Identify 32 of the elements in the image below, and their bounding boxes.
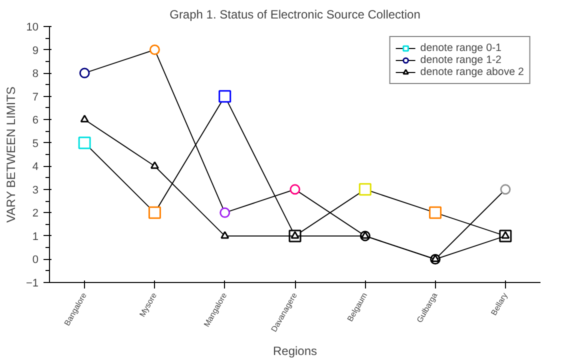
y-tick-label: 2: [32, 208, 39, 220]
legend-label: denote range 0-1: [420, 42, 502, 54]
y-tick-label: 1: [32, 230, 39, 243]
point: [148, 206, 161, 219]
point: [79, 68, 90, 78]
y-tick-label: 7: [32, 91, 39, 104]
point: [220, 207, 230, 218]
point: [149, 44, 160, 56]
legend-label: denote range above 2: [420, 66, 524, 78]
point: [220, 231, 230, 239]
y-tick-label: −1: [26, 278, 39, 290]
y-tick-label: 4: [32, 161, 39, 174]
y-tick-label: 3: [32, 184, 39, 196]
point: [358, 183, 372, 196]
y-tick-label: 10: [26, 22, 39, 34]
point: [360, 231, 370, 239]
chart-title: Graph 1. Status of Electronic Source Collection: [170, 8, 420, 22]
y-tick-label: 9: [32, 44, 39, 57]
point: [500, 184, 511, 195]
y-tick-label: 5: [32, 138, 39, 150]
point: [429, 206, 442, 219]
y-tick-label: 0: [32, 254, 39, 266]
point: [80, 114, 89, 122]
y-axis-title: VARY BETWEEN LIMITS: [4, 86, 18, 223]
y-tick-label: 6: [32, 114, 39, 127]
point: [150, 161, 159, 169]
legend-label: denote range 1-2: [420, 54, 502, 66]
x-axis-title: Regions: [272, 344, 318, 358]
point: [78, 136, 91, 150]
point: [218, 90, 232, 103]
y-tick-label: 8: [32, 68, 39, 80]
point: [290, 184, 300, 195]
